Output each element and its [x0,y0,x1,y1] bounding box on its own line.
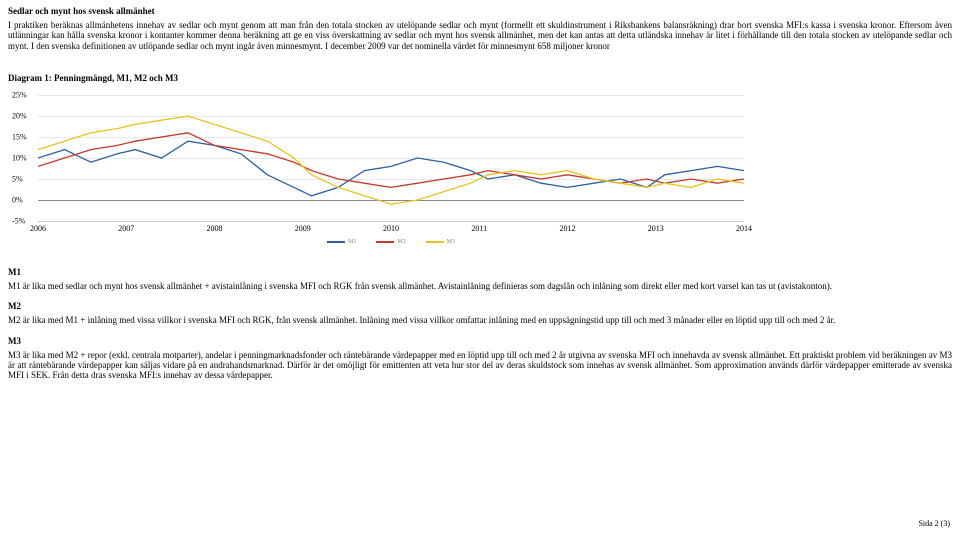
x-tick: 2011 [471,224,487,233]
y-tick: -5% [12,217,25,226]
y-tick: 20% [12,112,27,121]
page-footer: Sida 2 (3) [918,519,950,528]
series-M2 [38,133,744,188]
y-tick: 5% [12,175,23,184]
diagram-title: Diagram 1: Penningmängd, M1, M2 och M3 [8,73,952,83]
x-tick: 2007 [118,224,134,233]
m2-text: M2 är lika med M1 + inlåning med vissa v… [8,315,952,325]
x-tick: 2013 [648,224,664,233]
x-tick: 2010 [383,224,399,233]
section-title: Sedlar och mynt hos svensk allmänhet [8,6,952,16]
x-tick: 2014 [736,224,752,233]
legend-item-M2: M2 [376,239,405,245]
y-tick: 25% [12,91,27,100]
x-tick: 2009 [295,224,311,233]
intro-paragraph: I praktiken beräknas allmänhetens inneha… [8,20,952,51]
y-tick: 15% [12,133,27,142]
series-M3 [38,116,744,204]
m3-text: M3 är lika med M2 + repor (exkl. central… [8,350,952,381]
x-tick: 2006 [30,224,46,233]
legend-item-M1: M1 [327,239,356,245]
y-tick: 10% [12,154,27,163]
m2-heading: M2 [8,301,952,311]
chart-legend: M1 M2 M3 [38,239,744,245]
m1-heading: M1 [8,267,952,277]
m1-text: M1 är lika med sedlar och mynt hos svens… [8,281,952,291]
m3-heading: M3 [8,336,952,346]
x-tick: 2008 [207,224,223,233]
x-tick: 2012 [560,224,576,233]
legend-item-M3: M3 [426,239,455,245]
chart-lines [38,95,744,221]
y-tick: 0% [12,196,23,205]
chart-money-supply: -5%0%5%10%15%20%25%200620072008200920102… [38,95,744,221]
